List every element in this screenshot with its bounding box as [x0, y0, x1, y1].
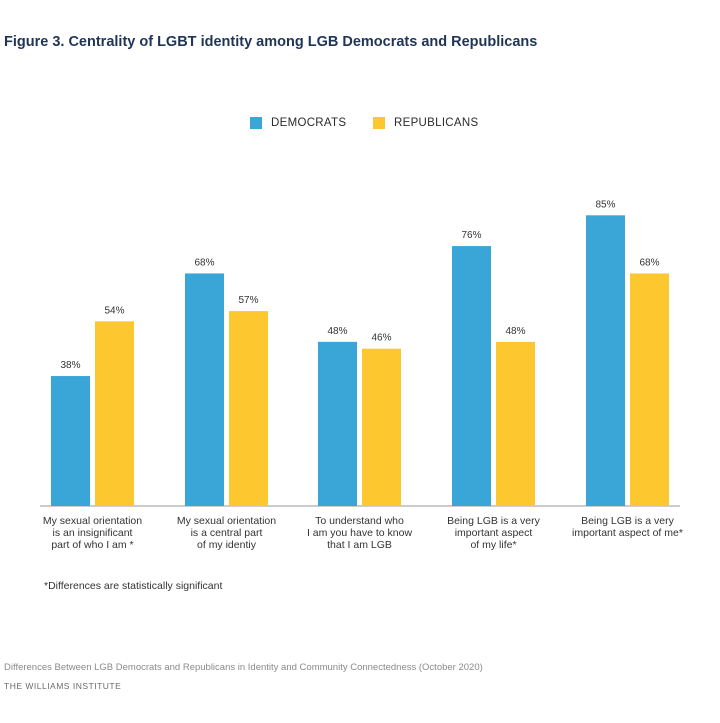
- category-label-line: I am you have to know: [306, 527, 413, 539]
- category-label-3: To understand who I am you have to know th…: [295, 515, 425, 551]
- value-label-republicans-2: 57%: [238, 295, 258, 306]
- legend-label-democrats: DEMOCRATS: [271, 117, 347, 129]
- bar-democrats-2: [185, 273, 224, 506]
- bar-republicans-2: [229, 311, 268, 506]
- category-label-line: is an insignificant: [52, 527, 133, 539]
- value-label-republicans-1: 54%: [104, 305, 124, 316]
- category-label-1: My sexual orientation is an insignificant…: [28, 515, 158, 551]
- category-label-line: important aspect: [454, 527, 533, 539]
- category-label-line: My sexual orientation: [42, 515, 143, 527]
- value-label-democrats-5: 85%: [595, 199, 615, 210]
- bar-republicans-3: [362, 348, 401, 506]
- value-label-democrats-2: 68%: [194, 257, 214, 268]
- bar-democrats-4: [452, 246, 491, 506]
- legend-item-democrats: DEMOCRATS: [250, 117, 346, 129]
- legend-label-republicans: REPUBLICANS: [394, 117, 479, 129]
- category-label-line: of my life*: [470, 539, 517, 551]
- category-label-line: Being LGB is a very: [447, 515, 540, 527]
- source-note: Differences Between LGB Democrats and Re…: [4, 662, 483, 673]
- category-label-line: important aspect of me*: [572, 527, 683, 539]
- category-label-line: of my identiy: [197, 539, 256, 551]
- bar-democrats-1: [51, 376, 90, 506]
- category-label-line: that I am LGB: [327, 539, 392, 551]
- bar-republicans-4: [496, 341, 535, 506]
- value-label-democrats-1: 38%: [60, 360, 80, 371]
- bar-republicans-1: [95, 321, 134, 506]
- bar-republicans-5: [630, 273, 669, 506]
- value-label-republicans-4: 48%: [505, 326, 525, 337]
- legend-swatch-republicans: [373, 117, 385, 129]
- footnote: *Differences are statistically significa…: [44, 580, 223, 592]
- category-label-4: Being LGB is a very important aspect of my…: [429, 515, 559, 551]
- legend-swatch-democrats: [250, 117, 262, 129]
- bar-democrats-3: [318, 341, 357, 506]
- legend-item-republicans: REPUBLICANS: [373, 117, 478, 129]
- chart-title: Figure 3. Centrality of LGBT identity am…: [4, 34, 538, 50]
- bar-democrats-5: [586, 215, 625, 507]
- category-label-line: My sexual orientation: [176, 515, 277, 527]
- legend: DEMOCRATS REPUBLICANS: [0, 117, 720, 137]
- value-label-democrats-4: 76%: [461, 230, 481, 241]
- category-label-line: To understand who: [315, 515, 404, 527]
- value-label-republicans-3: 46%: [371, 333, 391, 344]
- organization-name: THE WILLIAMS INSTITUTE: [4, 681, 122, 691]
- category-label-2: My sexual orientation is a central part of…: [162, 515, 292, 551]
- category-label-5: Being LGB is a very important aspect of m…: [563, 515, 693, 539]
- value-label-republicans-5: 68%: [639, 257, 659, 268]
- category-label-line: Being LGB is a very: [581, 515, 674, 527]
- category-label-line: part of who I am *: [51, 539, 134, 551]
- value-label-democrats-3: 48%: [327, 326, 347, 337]
- category-label-line: is a central part: [190, 527, 263, 539]
